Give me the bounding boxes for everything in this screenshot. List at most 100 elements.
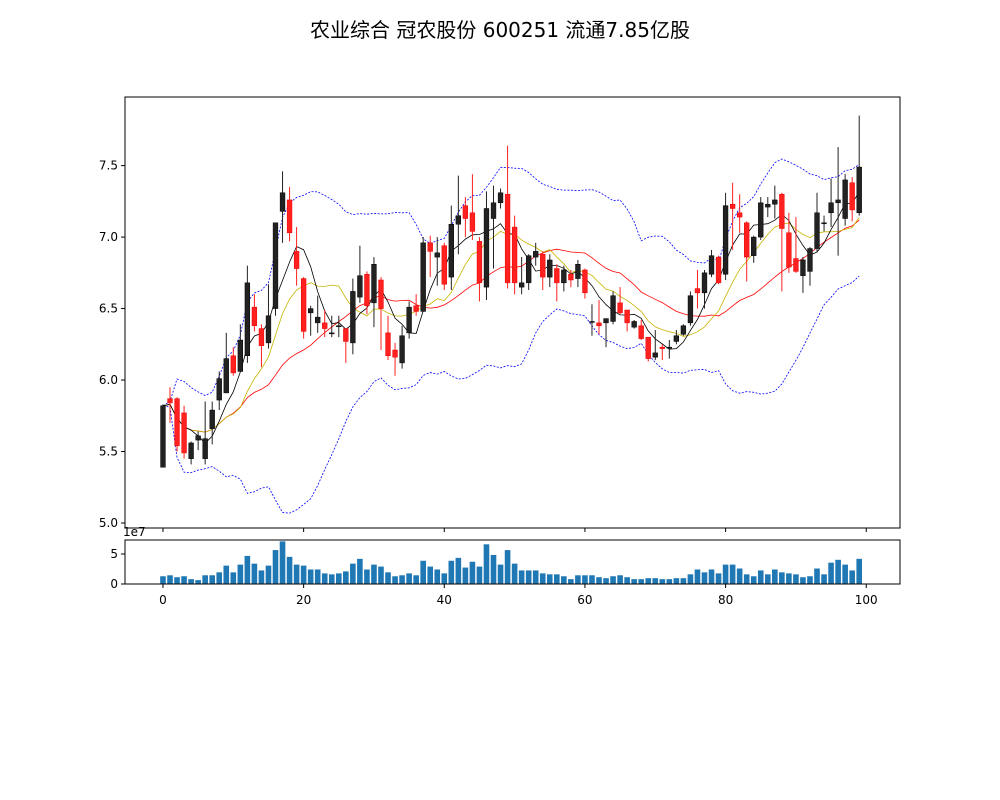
volume-bar: [174, 577, 180, 584]
volume-bar: [786, 573, 792, 584]
candle-body: [167, 398, 173, 404]
volume-bar: [448, 560, 455, 584]
candle: [483, 191, 490, 300]
y-tick-label: 5.0: [99, 516, 118, 530]
candle: [765, 197, 771, 218]
volume-bar: [750, 576, 757, 584]
candle-body: [568, 274, 574, 281]
candle: [434, 237, 440, 286]
volume-bar: [525, 570, 532, 584]
y-tick-label: 7.5: [99, 159, 118, 173]
volume-bar: [469, 561, 476, 584]
volume-bar: [568, 579, 574, 584]
candle: [378, 277, 384, 351]
x-tick-label: 100: [855, 593, 878, 607]
candle-body: [511, 226, 518, 284]
volume-bar: [757, 570, 764, 584]
y-tick-label: 6.0: [99, 373, 118, 387]
volume-bar: [652, 578, 659, 584]
candle-body: [293, 251, 300, 269]
candle: [392, 342, 398, 376]
volume-bar: [160, 576, 166, 584]
candle-body: [849, 182, 855, 211]
candle: [441, 242, 447, 290]
volume-bar: [722, 564, 729, 584]
candle-body: [772, 199, 778, 205]
candle-body: [188, 442, 194, 459]
candle-body: [279, 192, 286, 212]
volume-y-tick-label: 0: [110, 577, 118, 591]
candle: [455, 175, 461, 255]
x-tick-label: 40: [437, 593, 452, 607]
candle: [265, 284, 272, 349]
candle-body: [631, 321, 637, 328]
volume-bar: [511, 563, 518, 584]
volume-bar: [265, 565, 272, 584]
candle-body: [251, 306, 258, 326]
candle-body: [237, 339, 243, 372]
volume-bar: [244, 555, 251, 584]
candle: [195, 431, 201, 451]
candle: [526, 254, 532, 290]
candle-body: [596, 322, 602, 326]
candle-body: [589, 321, 595, 323]
volume-bar: [413, 575, 419, 584]
volume-bar: [321, 573, 328, 584]
candle-body: [413, 305, 419, 312]
candle-body: [603, 318, 609, 324]
candle: [511, 215, 518, 295]
candle: [469, 174, 476, 240]
candle-body: [420, 242, 426, 312]
volume-bar: [800, 577, 806, 584]
volume-bar: [603, 578, 609, 584]
candle-body: [687, 295, 694, 324]
volume-bar: [420, 560, 426, 584]
candle-body: [223, 358, 229, 394]
candle: [413, 294, 419, 316]
candle: [631, 320, 637, 329]
x-tick-label: 60: [577, 593, 592, 607]
volume-bar: [350, 563, 356, 584]
candle: [687, 291, 694, 326]
candle-body: [751, 236, 757, 256]
candle: [617, 287, 623, 315]
candle: [701, 269, 708, 309]
candle-body: [308, 308, 314, 314]
candle: [744, 221, 750, 282]
candle-body: [729, 203, 736, 209]
candle-body: [230, 355, 236, 374]
x-tick-label: 80: [718, 593, 733, 607]
volume-bar: [357, 558, 363, 584]
volume-bar: [434, 569, 441, 584]
ma-mid-line: [162, 217, 860, 433]
candle: [336, 315, 342, 338]
candle-body: [645, 336, 651, 359]
candle-body: [547, 259, 553, 278]
candle-body: [434, 252, 440, 258]
candle: [772, 185, 778, 219]
volume-bar: [842, 564, 848, 584]
candle: [237, 324, 243, 372]
candle-body: [202, 438, 208, 459]
volume-bar: [659, 579, 666, 584]
candle-body: [462, 205, 469, 219]
candle: [708, 249, 715, 278]
candle-body: [807, 248, 813, 272]
candle: [504, 145, 511, 289]
candle-body: [786, 232, 792, 268]
volume-bar: [701, 572, 708, 584]
candle: [167, 387, 173, 423]
candle-body: [216, 378, 222, 401]
volume-bar: [195, 580, 201, 584]
volume-bar: [209, 575, 216, 584]
candle-body: [258, 328, 265, 346]
volume-bar: [764, 574, 771, 584]
volume-bar: [617, 575, 623, 584]
volume-bar: [490, 554, 497, 584]
volume-bar: [455, 557, 462, 584]
volume-bar: [237, 564, 244, 584]
candle-body: [399, 335, 405, 364]
volume-bar: [624, 577, 630, 584]
volume-bar: [666, 579, 673, 584]
